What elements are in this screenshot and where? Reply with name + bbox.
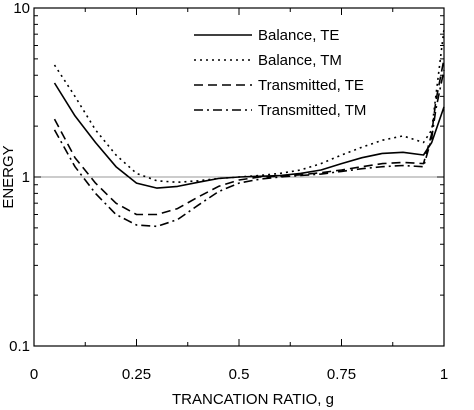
y-tick-label: 0.1 bbox=[9, 338, 30, 355]
y-axis-title: ENERGY bbox=[0, 145, 17, 208]
legend-label-3: Transmitted, TE bbox=[258, 77, 364, 94]
legend: Balance, TE Balance, TM Transmitted, TE Tra… bbox=[194, 27, 366, 119]
legend-label-4: Transmitted, TM bbox=[258, 102, 366, 119]
series-line-4 bbox=[53, 69, 445, 228]
x-tick-label: 1 bbox=[440, 366, 448, 383]
y-tick-label: 10 bbox=[13, 0, 30, 17]
series-line-1 bbox=[53, 82, 445, 189]
x-tick-label: 0.5 bbox=[229, 366, 250, 383]
series-line-2 bbox=[53, 29, 445, 184]
x-tick-label: 0.75 bbox=[327, 366, 356, 383]
x-tick-label: 0.25 bbox=[122, 366, 151, 383]
x-tick-label: 0 bbox=[30, 366, 38, 383]
axis-ticks: 0 0.25 0.5 0.75 1 0.1 1 10 bbox=[9, 0, 448, 383]
series-line-3 bbox=[53, 58, 445, 216]
y-tick-label: 1 bbox=[22, 169, 30, 186]
legend-label-1: Balance, TE bbox=[258, 27, 339, 44]
legend-label-2: Balance, TM bbox=[258, 52, 342, 69]
series-layer bbox=[53, 29, 445, 228]
x-axis-title: TRANCATION RATIO, g bbox=[172, 391, 334, 408]
